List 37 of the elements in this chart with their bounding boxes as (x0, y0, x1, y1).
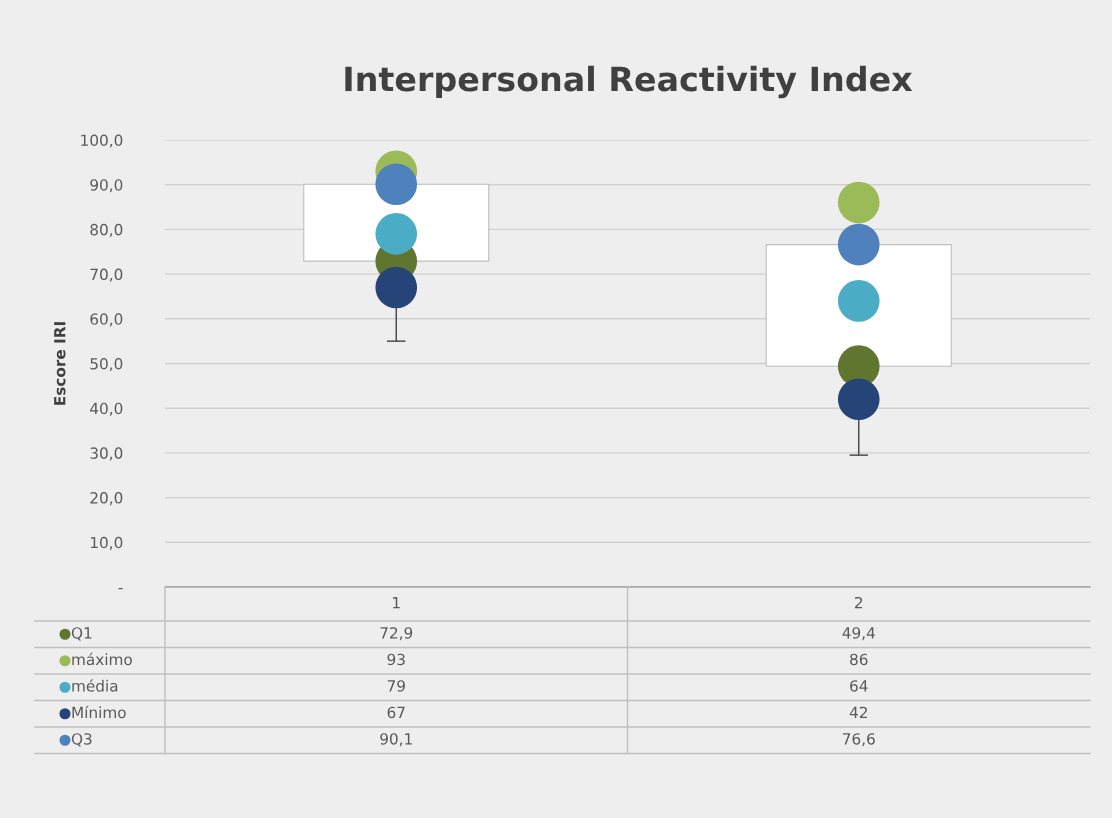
data-label: 76,6 (842, 733, 875, 747)
y-tick-label: 90,0 (90, 179, 123, 193)
legend-label: Q3 (71, 733, 92, 747)
data-label: 90,1 (380, 733, 412, 747)
y-tick-label: 30,0 (90, 447, 123, 461)
data-label: 67 (387, 706, 405, 719)
y-axis-title: Escore IRI (54, 322, 66, 405)
data-label: 93 (387, 653, 405, 666)
x-tick-label: 2 (855, 596, 863, 609)
data-label: 49,4 (842, 627, 875, 641)
legend-label: Q1 (71, 627, 92, 641)
y-tick-label: 80,0 (90, 223, 123, 237)
data-label: 79 (387, 680, 405, 692)
legend-label: máximo (72, 652, 132, 666)
y-tick-label: 60,0 (90, 313, 123, 327)
y-tick-label: - (118, 588, 123, 590)
point (837, 181, 880, 224)
x-tick-label: 1 (393, 597, 400, 609)
y-tick-label: 40,0 (90, 402, 123, 416)
data-label: 42 (849, 706, 867, 718)
chart-title: Interpersonal Reactivity Index (345, 65, 913, 99)
legend-label: Mínimo (72, 705, 126, 719)
y-tick-label: 50,0 (90, 357, 123, 372)
point (375, 213, 418, 255)
point (375, 163, 418, 206)
data-label: 72,9 (380, 627, 413, 641)
y-tick-label: 10,0 (90, 536, 123, 550)
y-tick-label: 20,0 (90, 492, 123, 506)
data-label: 86 (850, 653, 868, 666)
y-tick-label: 100,0 (81, 134, 123, 148)
legend-label: média (72, 679, 118, 692)
data-label: 64 (850, 680, 868, 692)
point (837, 223, 880, 266)
point (837, 280, 880, 322)
point (375, 266, 418, 309)
y-tick-label: 70,0 (90, 268, 123, 282)
point (837, 378, 880, 421)
